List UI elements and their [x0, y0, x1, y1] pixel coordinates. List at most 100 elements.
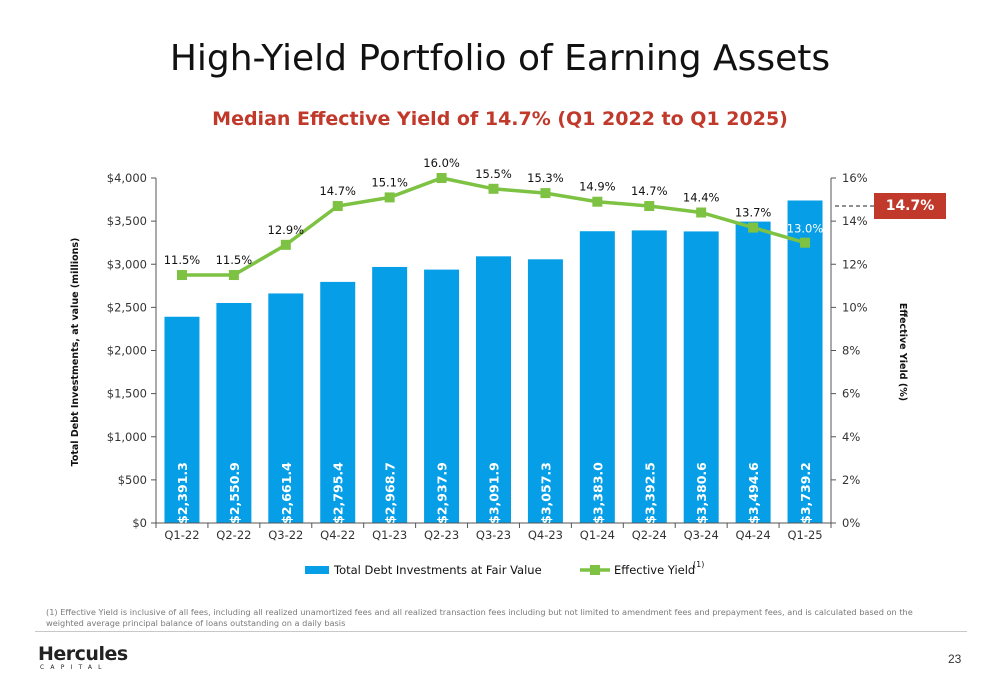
y-tick-label: $1,500 — [107, 387, 147, 401]
bar-Q4-24 — [735, 221, 771, 523]
y2-tick-label: 14% — [842, 214, 868, 228]
footnote-marker: (1) — [46, 607, 58, 617]
x-tick-label: Q2-23 — [424, 528, 459, 542]
x-tick-label: Q4-24 — [736, 528, 771, 542]
x-tick-label: Q3-24 — [684, 528, 719, 542]
yield-value-label: 15.1% — [371, 175, 408, 189]
footer-divider — [35, 631, 967, 632]
bar-value-label: $3,091.9 — [487, 462, 502, 524]
yield-value-label: 14.4% — [683, 191, 720, 205]
yield-value-label: 16.0% — [423, 156, 460, 170]
x-tick-label: Q2-22 — [216, 528, 251, 542]
yield-point-Q1-22 — [176, 270, 187, 281]
yield-point-Q3-22 — [280, 239, 291, 250]
legend-label-line: Effective Yield — [614, 563, 695, 577]
x-tick-label: Q4-22 — [320, 528, 355, 542]
y-tick-label: $3,000 — [107, 257, 147, 271]
yield-point-Q1-23 — [384, 192, 395, 203]
bar-value-label: $2,795.4 — [331, 462, 346, 524]
x-tick-label: Q3-22 — [268, 528, 303, 542]
bar-value-label: $3,057.3 — [538, 462, 553, 524]
yield-value-label: 15.3% — [527, 171, 564, 185]
footnote-text: Effective Yield is inclusive of all fees… — [46, 607, 913, 628]
bar-value-label: $2,937.9 — [435, 462, 450, 524]
y-tick-label: $2,000 — [107, 344, 147, 358]
yield-point-Q2-23 — [436, 173, 447, 183]
legend: Total Debt Investments at Fair Value Effe… — [305, 560, 704, 577]
bar-value-label: $3,383.0 — [590, 462, 605, 524]
x-tick-label: Q1-23 — [372, 528, 407, 542]
y2-tick-label: 16% — [842, 171, 868, 185]
chart-subtitle: Median Effective Yield of 14.7% (Q1 2022… — [212, 108, 788, 130]
bar-value-label: $2,661.4 — [279, 462, 294, 524]
yield-value-label: 11.5% — [164, 253, 201, 267]
bar-Q2-22 — [216, 302, 252, 523]
y-tick-label: $4,000 — [107, 171, 147, 185]
bar-Q4-22 — [320, 281, 356, 523]
legend-swatch-bars — [305, 566, 329, 574]
y2-tick-label: 0% — [842, 516, 860, 530]
y2-axis-title: Effective Yield (%) — [897, 303, 908, 401]
yield-point-Q1-24 — [592, 196, 603, 207]
y2-tick-label: 2% — [842, 473, 860, 487]
bar-Q3-24 — [683, 231, 719, 523]
x-tick-label: Q2-24 — [632, 528, 667, 542]
x-tick-label: Q1-25 — [787, 528, 822, 542]
yield-point-Q4-24 — [748, 222, 759, 233]
yield-value-label: 15.5% — [475, 167, 512, 181]
bar-value-label: $2,968.7 — [383, 462, 398, 524]
yield-point-Q1-25 — [800, 237, 811, 248]
bar-value-label: $3,494.6 — [746, 462, 761, 524]
y-tick-label: $500 — [118, 473, 147, 487]
yield-value-label: 12.9% — [268, 223, 305, 237]
bar-value-label: $3,392.5 — [642, 462, 657, 524]
bar-Q2-23 — [424, 269, 460, 523]
y2-tick-label: 12% — [842, 257, 868, 271]
bar-Q1-23 — [372, 266, 408, 523]
y-tick-label: $2,500 — [107, 300, 147, 314]
company-logo: Hercules CAPITAL — [38, 644, 128, 671]
logo-subtitle: CAPITAL — [40, 664, 108, 671]
axes-layer: $0 $500 $1,000 $1,500 $2,000 $2,500 $3,000 $3,5… — [70, 171, 908, 542]
combo-chart: $0 $500 $1,000 $1,500 $2,000 $2,500 $3,000 $3,5… — [70, 156, 908, 577]
labels-layer: $2,391.3 $2,550.9 $2,661.4 $2,795.4 $2,968.7… — [164, 156, 824, 524]
y2-tick-label: 10% — [842, 300, 868, 314]
bars-layer — [164, 200, 823, 523]
bar-Q4-23 — [527, 259, 563, 523]
bar-Q1-24 — [579, 231, 615, 523]
yield-point-Q3-24 — [696, 207, 707, 218]
yield-point-Q4-22 — [332, 201, 343, 212]
legend-swatch-marker — [590, 565, 600, 575]
page-number: 23 — [948, 652, 962, 666]
yield-value-label: 14.7% — [631, 184, 668, 198]
y-axis-title: Total Debt Investments, at value (millio… — [70, 238, 81, 467]
footnote: (1) Effective Yield is inclusive of all … — [46, 607, 926, 629]
x-tick-label: Q1-24 — [580, 528, 615, 542]
bar-Q3-22 — [268, 293, 304, 523]
y2-tick-label: 4% — [842, 430, 860, 444]
yield-value-label: 11.5% — [216, 253, 253, 267]
y2-tick-label: 6% — [842, 387, 860, 401]
logo-name: Hercules — [38, 643, 128, 665]
bar-value-label: $3,739.2 — [798, 462, 813, 524]
x-tick-label: Q4-23 — [528, 528, 563, 542]
yield-value-label: 13.0% — [787, 222, 824, 236]
yield-point-Q3-23 — [488, 183, 499, 194]
bar-value-label: $3,380.6 — [694, 462, 709, 524]
bar-Q1-25 — [787, 200, 823, 523]
bar-Q1-22 — [164, 316, 200, 523]
yield-point-Q2-24 — [644, 201, 655, 212]
y-tick-label: $0 — [132, 516, 147, 530]
legend-superscript: (1) — [693, 560, 704, 569]
yield-point-Q4-23 — [540, 188, 551, 199]
bar-Q2-24 — [631, 230, 667, 523]
bar-value-label: $2,391.3 — [175, 462, 190, 524]
bar-Q3-23 — [476, 256, 511, 523]
x-tick-label: Q3-23 — [476, 528, 511, 542]
median-yield-annotation: 14.7% — [874, 193, 946, 220]
y-tick-label: $1,000 — [107, 430, 147, 444]
x-tick-label: Q1-22 — [164, 528, 199, 542]
yield-value-label: 13.7% — [735, 206, 772, 220]
page-title: High-Yield Portfolio of Earning Assets — [169, 38, 831, 79]
y2-tick-label: 8% — [842, 344, 860, 358]
